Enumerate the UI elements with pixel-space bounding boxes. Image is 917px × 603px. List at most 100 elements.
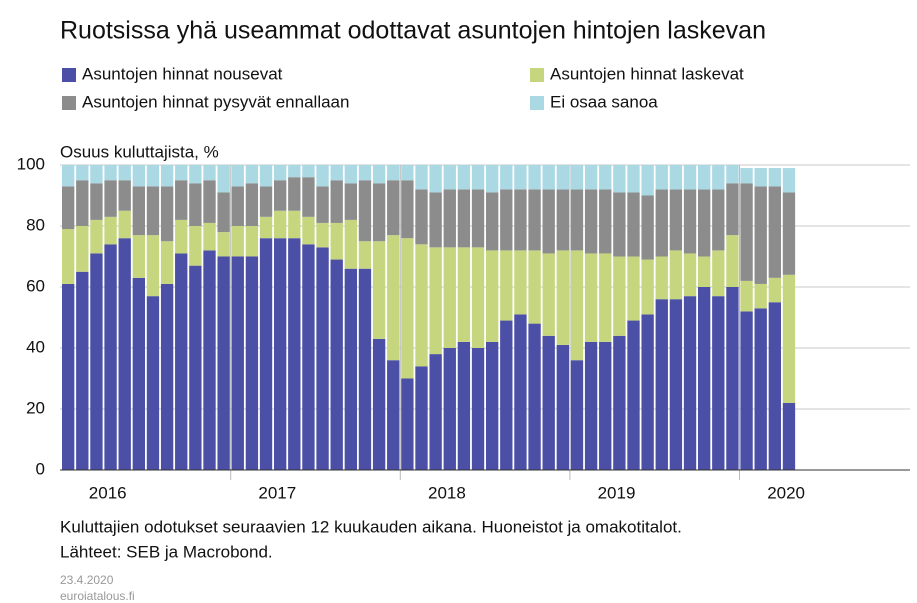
bar-segment bbox=[372, 183, 386, 242]
site: euroiatalous.fi bbox=[60, 589, 135, 603]
bar-segment bbox=[387, 180, 400, 236]
bar-segment bbox=[471, 165, 485, 190]
bar-segment bbox=[387, 165, 400, 181]
bar-segment bbox=[104, 244, 117, 470]
bar-segment bbox=[189, 165, 202, 184]
bar-segment bbox=[514, 189, 527, 251]
bar-segment bbox=[344, 219, 357, 269]
bar-segment bbox=[514, 165, 527, 190]
bar-segment bbox=[584, 189, 598, 254]
bar-segment bbox=[189, 183, 202, 226]
bar-segment bbox=[118, 210, 131, 239]
bar-segment bbox=[160, 186, 174, 242]
bar-segment bbox=[740, 280, 753, 312]
x-tick-label: 2018 bbox=[428, 483, 466, 502]
bar-segment bbox=[443, 165, 456, 190]
bar-segment bbox=[429, 165, 442, 193]
bar-segment bbox=[160, 283, 174, 470]
bar-segment bbox=[358, 165, 372, 181]
bar-segment bbox=[726, 235, 739, 287]
bar-segment bbox=[782, 274, 796, 403]
bar-segment bbox=[683, 165, 697, 190]
bar-segment bbox=[599, 189, 612, 254]
x-tick-label: 2017 bbox=[258, 483, 296, 502]
bar-segment bbox=[754, 283, 767, 309]
legend-swatch bbox=[530, 96, 544, 110]
bar-segment bbox=[316, 247, 329, 470]
bar-segment bbox=[726, 287, 739, 470]
bar-segment bbox=[613, 335, 626, 470]
bar-segment bbox=[118, 180, 131, 211]
bar-segment bbox=[146, 186, 160, 236]
legend-label: Asuntojen hinnat pysyvät ennallaan bbox=[82, 92, 349, 111]
bar-segment bbox=[316, 186, 329, 223]
bar-segment bbox=[443, 247, 456, 348]
bar-segment bbox=[302, 165, 315, 178]
bar-segment bbox=[599, 165, 612, 190]
bar-segment bbox=[274, 165, 287, 181]
chart-title: Ruotsissa yhä useammat odottavat asuntoj… bbox=[60, 17, 766, 45]
bar-segment bbox=[443, 189, 456, 248]
bar-segment bbox=[316, 165, 329, 187]
x-tick-label: 2020 bbox=[767, 483, 805, 502]
bar-segment bbox=[570, 250, 584, 361]
bar-segment bbox=[372, 165, 386, 184]
bar-segment bbox=[274, 238, 287, 470]
bar-segment bbox=[698, 165, 711, 190]
bar-segment bbox=[500, 189, 513, 251]
bar-segment bbox=[584, 165, 598, 190]
bar-segment bbox=[358, 180, 372, 242]
bar-segment bbox=[302, 216, 315, 245]
bar-segment bbox=[655, 189, 668, 257]
legend-swatch bbox=[530, 68, 544, 82]
bar-segment bbox=[556, 189, 569, 251]
bar-segment bbox=[528, 165, 541, 190]
bar-segment bbox=[387, 360, 400, 470]
bar-segment bbox=[740, 183, 753, 281]
bar-segment bbox=[90, 219, 103, 254]
bar-segment bbox=[528, 189, 541, 251]
bar-segment bbox=[259, 186, 273, 217]
bar-segment bbox=[471, 189, 485, 248]
bar-segment bbox=[443, 348, 456, 470]
legend-swatch bbox=[62, 96, 76, 110]
bar-segment bbox=[556, 344, 569, 470]
bar-segment bbox=[486, 165, 499, 193]
bar-segment bbox=[118, 165, 131, 181]
y-tick-label: 20 bbox=[26, 398, 45, 417]
bar-segment bbox=[754, 168, 767, 187]
bar-segment bbox=[782, 192, 796, 275]
bar-segment bbox=[457, 165, 471, 190]
bar-segment bbox=[698, 287, 711, 470]
bar-segment bbox=[175, 180, 188, 220]
bar-segment bbox=[613, 192, 626, 257]
legend-label: Asuntojen hinnat nousevat bbox=[82, 64, 283, 83]
bar-segment bbox=[245, 256, 259, 470]
bar-segment bbox=[415, 189, 428, 245]
bar-segment bbox=[231, 165, 244, 187]
bar-segment bbox=[330, 259, 343, 470]
bar-segment bbox=[740, 168, 753, 184]
bar-segment bbox=[132, 186, 145, 236]
bar-segment bbox=[160, 165, 174, 187]
bar-segment bbox=[118, 238, 131, 470]
bar-segment bbox=[231, 226, 244, 257]
bar-segment bbox=[627, 320, 640, 470]
bar-segment bbox=[683, 253, 697, 297]
bar-segment bbox=[754, 186, 767, 284]
bar-segment bbox=[203, 250, 216, 470]
bar-segment bbox=[288, 238, 301, 470]
bar-segment bbox=[542, 253, 555, 336]
bar-segment bbox=[160, 241, 174, 284]
bar-segment bbox=[768, 186, 781, 278]
bar-segment bbox=[90, 165, 103, 184]
bar-segment bbox=[782, 402, 796, 470]
bar-segment bbox=[655, 165, 668, 190]
date: 23.4.2020 bbox=[60, 573, 114, 587]
bar-segment bbox=[387, 235, 400, 361]
bar-segment bbox=[189, 226, 202, 266]
bar-segment bbox=[740, 311, 753, 470]
bar-segment bbox=[698, 189, 711, 257]
bar-segment bbox=[104, 165, 117, 181]
